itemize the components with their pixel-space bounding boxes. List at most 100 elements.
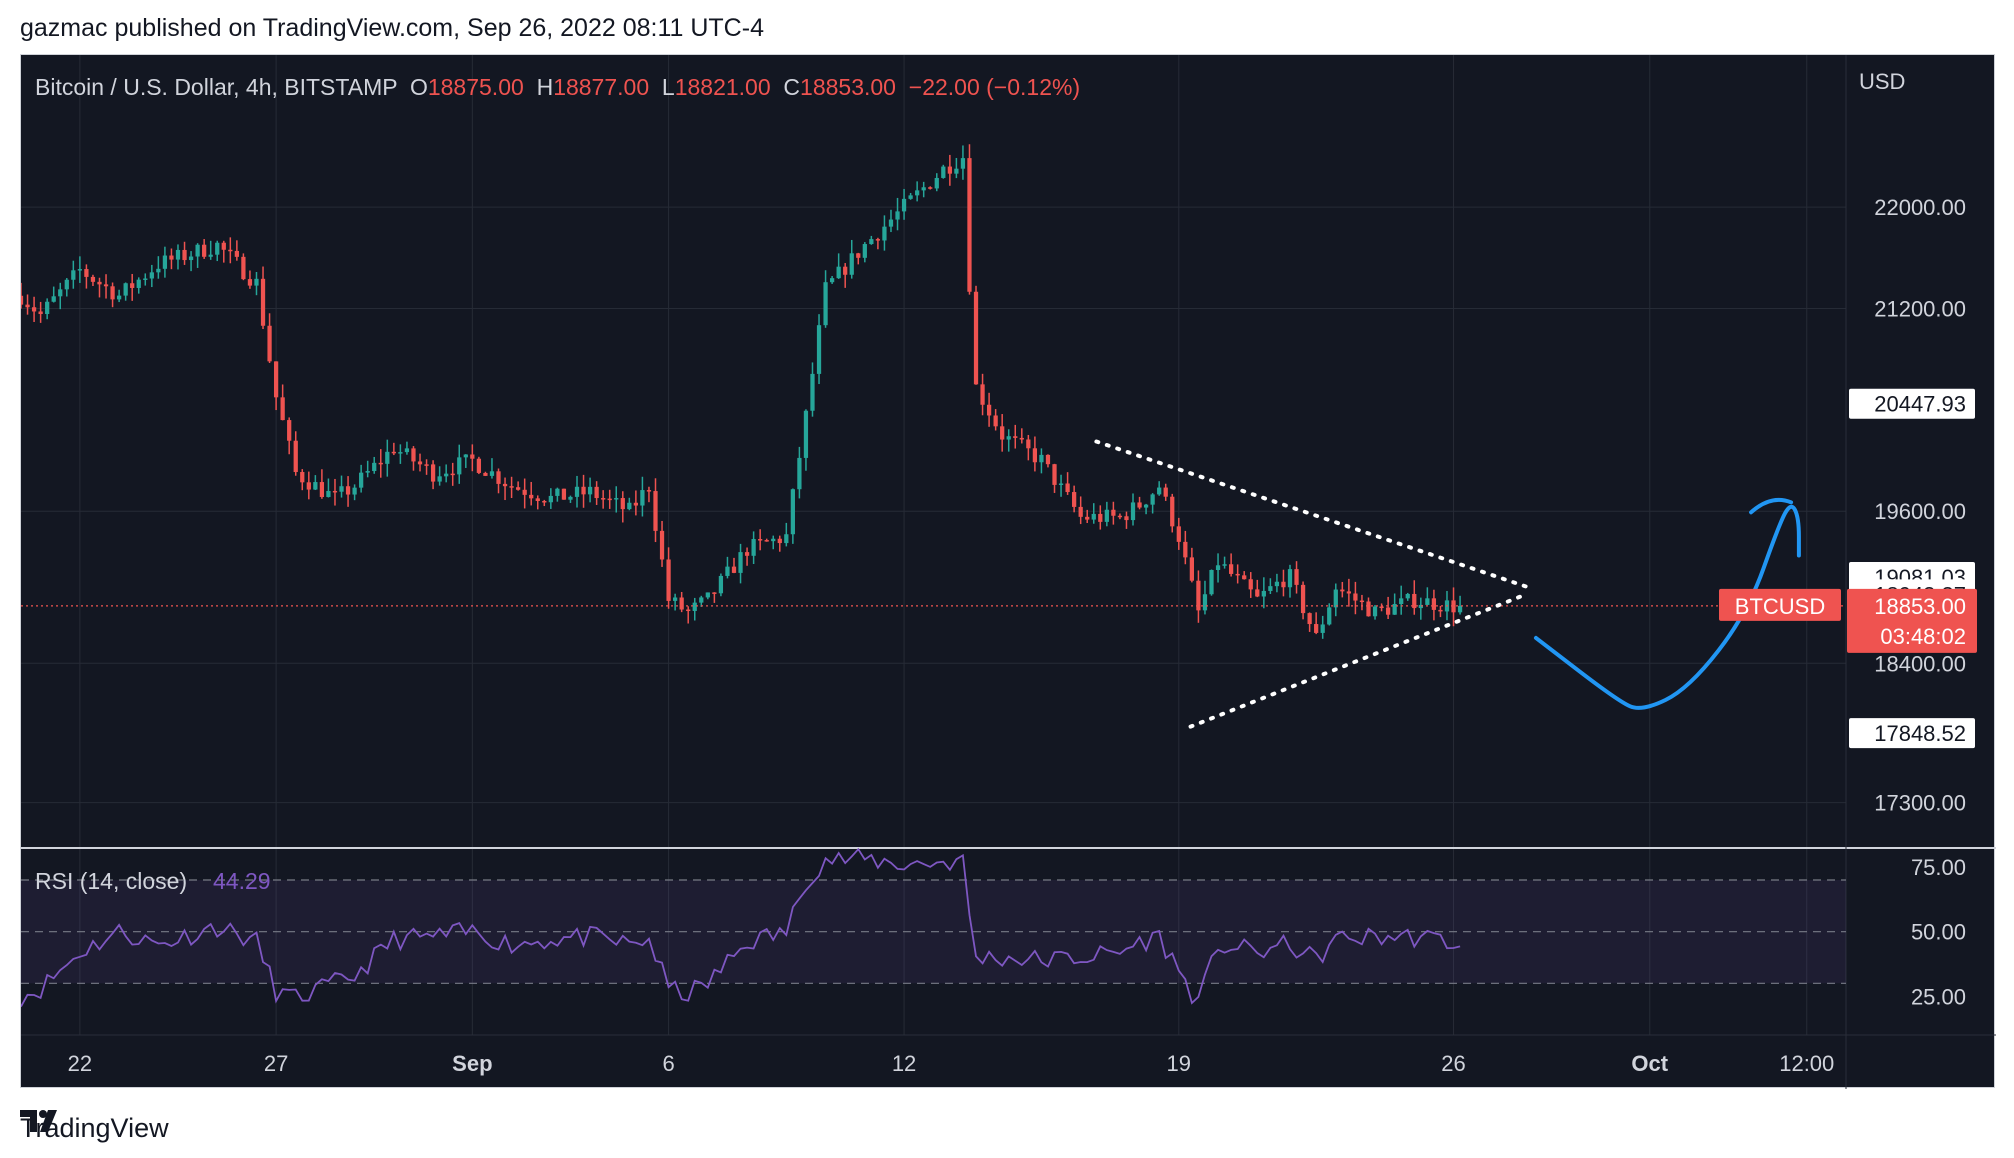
candle — [1078, 506, 1083, 517]
candle — [535, 498, 540, 501]
candle — [404, 448, 410, 453]
candle — [790, 489, 795, 535]
candle — [640, 490, 645, 506]
candle — [51, 296, 56, 302]
candle — [1052, 464, 1057, 485]
candle — [359, 472, 364, 488]
candle — [1202, 594, 1208, 611]
candle — [764, 540, 769, 542]
candle — [744, 552, 750, 556]
x-tick-label: 12 — [892, 1051, 916, 1076]
candle — [627, 502, 632, 510]
candle — [103, 284, 109, 287]
candle — [437, 476, 442, 482]
candle — [1058, 483, 1064, 485]
candle — [372, 462, 377, 472]
candle — [489, 471, 495, 476]
legend-open-key: O — [410, 74, 428, 100]
candle — [1235, 573, 1240, 576]
x-tick-label: 27 — [264, 1051, 288, 1076]
candle — [758, 539, 763, 541]
y-tick-label: 21200.00 — [1874, 296, 1966, 321]
candle — [960, 158, 966, 169]
candle — [1150, 494, 1155, 505]
candle — [1228, 564, 1234, 574]
candle — [574, 486, 580, 497]
price-label: 20447.93 — [1874, 392, 1966, 417]
candle — [803, 410, 809, 458]
candle — [895, 211, 900, 220]
projection-drawing-hook[interactable] — [1749, 497, 1794, 515]
candle — [450, 473, 455, 476]
candle — [430, 464, 436, 482]
symbol-tag-box[interactable] — [1719, 588, 1841, 621]
candle — [1072, 492, 1077, 507]
last-price-label: 18853.00 — [1874, 594, 1966, 619]
bar-countdown: 03:48:02 — [1880, 624, 1966, 649]
candle — [816, 325, 822, 374]
candle — [568, 496, 573, 500]
candle — [385, 451, 390, 464]
candle — [1294, 569, 1299, 585]
price-label: 17848.52 — [1874, 721, 1966, 746]
candle — [21, 295, 24, 305]
candle — [339, 486, 344, 492]
candle — [90, 276, 96, 282]
candle — [587, 486, 593, 495]
candle — [1359, 600, 1365, 603]
candle — [1438, 609, 1443, 612]
candle — [601, 498, 606, 500]
candle — [516, 487, 521, 490]
candle — [1104, 509, 1109, 522]
chart-frame[interactable]: Bitcoin / U.S. Dollar, 4h, BITSTAMP O188… — [20, 54, 1996, 1089]
x-tick-label: 26 — [1441, 1051, 1465, 1076]
symbol-tag[interactable]: BTCUSD — [1735, 594, 1825, 619]
candle — [162, 255, 168, 269]
candle — [901, 198, 907, 212]
candle — [699, 597, 704, 603]
candle — [1013, 436, 1018, 438]
x-tick-label: 6 — [662, 1051, 674, 1076]
candle — [954, 168, 959, 174]
candle — [280, 397, 285, 421]
candle — [1085, 516, 1090, 520]
triangle-lower-line[interactable] — [1188, 591, 1531, 729]
candle — [470, 454, 475, 459]
candle — [1412, 593, 1417, 609]
candle — [1000, 426, 1005, 440]
candle — [1392, 604, 1397, 615]
candle — [1183, 541, 1188, 558]
candle — [417, 461, 423, 465]
candle — [705, 592, 710, 598]
candle — [411, 448, 416, 462]
candle — [908, 195, 913, 199]
triangle-upper-line[interactable] — [1094, 439, 1531, 590]
candle — [502, 483, 508, 487]
candle — [522, 489, 527, 495]
footer: TradingView — [20, 1110, 169, 1146]
candle — [1006, 436, 1011, 440]
publisher-caption: gazmac published on TradingView.com, Sep… — [20, 14, 764, 42]
legend-change: −22.00 (−0.12%) — [909, 74, 1080, 100]
candle — [1314, 624, 1319, 633]
candle — [1098, 513, 1103, 522]
candle — [365, 471, 370, 473]
candle — [1268, 586, 1273, 591]
candle — [843, 266, 848, 275]
candle — [1333, 589, 1338, 608]
candle — [398, 452, 403, 454]
candle — [202, 244, 207, 257]
legend-high-value: 18877.00 — [553, 74, 662, 100]
candle — [195, 244, 200, 257]
chart-canvas[interactable]: Bitcoin / U.S. Dollar, 4h, BITSTAMP O188… — [21, 55, 1996, 1089]
candle — [1385, 607, 1391, 615]
candle — [548, 495, 553, 503]
candle — [188, 256, 194, 261]
projection-drawing[interactable] — [1533, 504, 1801, 710]
candle — [116, 295, 122, 300]
candle — [1209, 569, 1214, 595]
candle — [594, 486, 599, 499]
rsi-value: 44.29 — [213, 868, 271, 894]
candle — [784, 534, 789, 544]
candle — [653, 491, 658, 531]
